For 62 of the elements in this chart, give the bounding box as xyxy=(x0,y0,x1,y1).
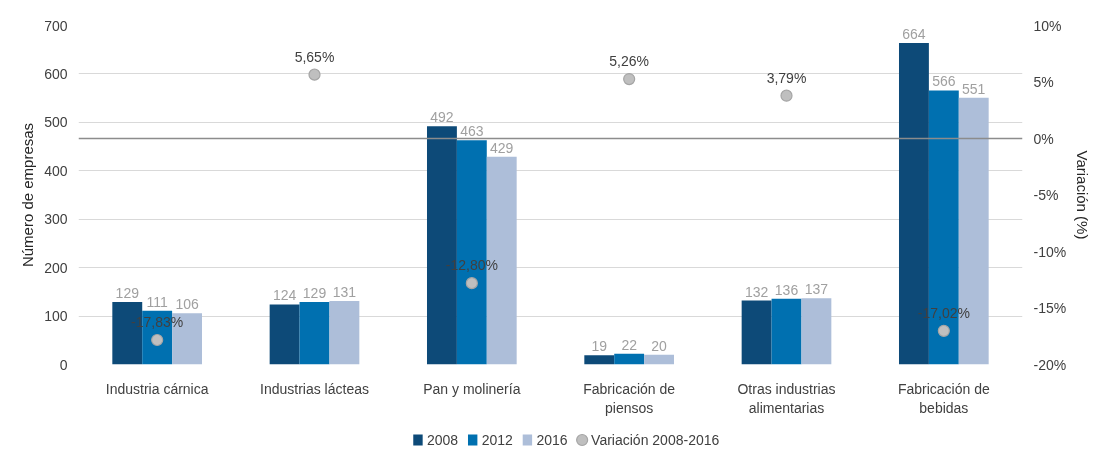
data-label: 664 xyxy=(902,25,926,42)
y-tick-label: 300 xyxy=(44,211,68,228)
y-tick-label: 400 xyxy=(44,162,68,179)
y-tick-label: 100 xyxy=(44,308,68,325)
point xyxy=(937,324,950,337)
bar xyxy=(299,302,330,365)
data-label: 129 xyxy=(302,285,327,302)
y-tick-label: 600 xyxy=(44,65,68,82)
data-label: 124 xyxy=(272,287,297,304)
data-label: 131 xyxy=(332,284,357,301)
bar xyxy=(644,354,675,365)
point xyxy=(465,277,478,290)
y2-axis-title: Variación (%) xyxy=(1074,150,1092,240)
y-tick-label: 700 xyxy=(44,17,68,34)
point xyxy=(780,89,793,102)
bar xyxy=(584,355,615,365)
data-label: 106 xyxy=(175,296,199,313)
data-label: 136 xyxy=(774,281,799,298)
bar xyxy=(771,298,802,365)
y2-tick-label: -5% xyxy=(1033,187,1059,203)
y-tick-label: 200 xyxy=(44,259,68,276)
y2-tick-label: 10% xyxy=(1033,17,1062,34)
y-tick-label: 0 xyxy=(59,356,68,373)
legend-label: 2008 xyxy=(426,432,459,448)
data-label: 5,65% xyxy=(294,48,335,65)
x-tick-label: Industrias lácteas xyxy=(260,380,369,397)
data-label: 137 xyxy=(804,281,829,298)
x-tick-label: Fabricación de piensos xyxy=(583,380,676,416)
data-label: 129 xyxy=(115,285,140,302)
data-label: 429 xyxy=(490,139,514,156)
data-label: 551 xyxy=(962,80,986,97)
data-label: 20 xyxy=(651,337,668,354)
y2-tick-label: 5% xyxy=(1033,74,1054,90)
data-label: 492 xyxy=(430,109,454,126)
y-axis-title: Número de empresas xyxy=(19,122,37,268)
data-label: 22 xyxy=(621,336,638,353)
legend-label: Variación 2008-2016 xyxy=(591,432,720,448)
bar xyxy=(801,298,832,365)
bar xyxy=(614,353,645,365)
y2-tick-label: -10% xyxy=(1033,243,1067,260)
legend-label: 2012 xyxy=(481,432,514,448)
bar xyxy=(741,300,772,365)
data-label: 132 xyxy=(744,283,769,300)
y2-tick-label: -20% xyxy=(1033,356,1067,373)
data-label: 5,26% xyxy=(609,53,650,70)
y2-tick-label: 0% xyxy=(1033,130,1054,147)
data-label: 111 xyxy=(146,293,169,310)
data-label: 463 xyxy=(460,123,484,140)
point xyxy=(308,68,321,81)
x-tick-label: Otras industrias alimentarias xyxy=(737,380,836,416)
legend-label: 2016 xyxy=(536,432,568,448)
y-tick-label: 500 xyxy=(44,114,68,131)
y2-tick-label: -15% xyxy=(1033,300,1067,316)
data-label: 566 xyxy=(932,73,956,90)
bar xyxy=(329,301,360,365)
x-tick-label: Industria cárnica xyxy=(105,380,209,397)
data-label: 19 xyxy=(591,338,608,355)
bar xyxy=(269,304,300,365)
point xyxy=(623,72,636,86)
x-tick-label: Fabricación de bebidas xyxy=(897,380,990,416)
data-label: 3,79% xyxy=(766,69,807,86)
x-tick-label: Pan y molinería xyxy=(423,380,521,397)
